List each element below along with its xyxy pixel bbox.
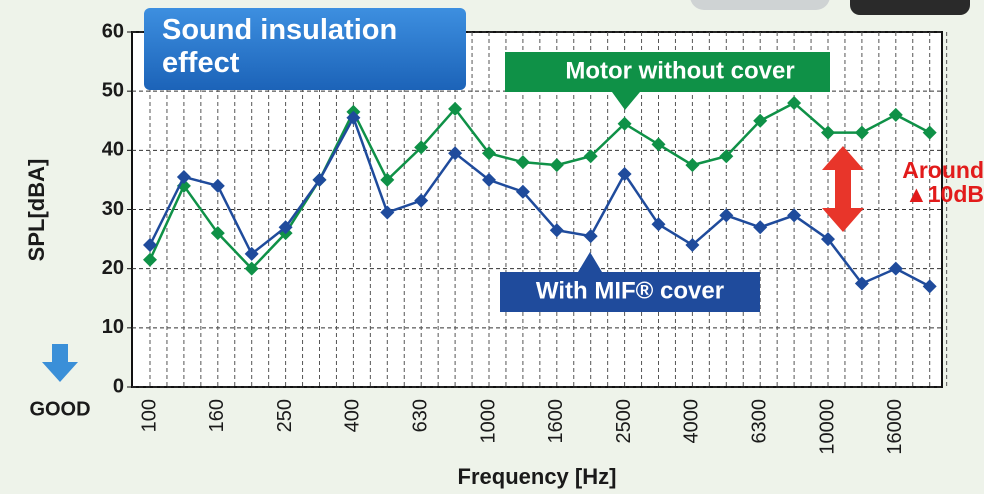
y-tick-label: 50 [102, 79, 124, 101]
data-point [515, 155, 530, 170]
data-point [414, 193, 429, 208]
y-tick-label: 10 [102, 316, 124, 338]
data-point [854, 276, 869, 291]
data-point [583, 149, 598, 164]
data-point [888, 261, 903, 276]
annotation: Around ▲10dB [902, 157, 984, 207]
legend-box-green [505, 52, 830, 110]
data-point [617, 167, 632, 181]
x-tick-label: 2500 [613, 399, 635, 444]
good-arrow [42, 344, 78, 382]
data-point [482, 172, 496, 187]
data-point [414, 140, 429, 155]
data-point [210, 226, 225, 241]
data-point [380, 205, 395, 220]
data-point [448, 101, 463, 116]
y-tick-label: 40 [102, 139, 124, 161]
y-tick-label: 20 [102, 257, 124, 279]
data-point [244, 261, 259, 276]
data-point [685, 238, 700, 252]
data-point [719, 208, 734, 223]
y-tick-label: 30 [102, 198, 124, 220]
data-point [448, 146, 463, 161]
x-tick-label: 400 [342, 399, 364, 432]
x-tick-label: 6300 [748, 399, 770, 444]
x-tick-label: 250 [274, 399, 296, 432]
data-point [922, 125, 937, 140]
data-point [278, 220, 293, 235]
data-point [922, 279, 937, 294]
data-point [346, 110, 361, 125]
x-tick-label: 4000 [681, 399, 703, 444]
legend-box-blue [500, 252, 760, 312]
data-point [380, 172, 395, 187]
data-point [210, 178, 225, 193]
y-axis-label: SPL[dBA] [24, 159, 49, 262]
difference-arrow [822, 146, 864, 232]
data-point [719, 149, 734, 164]
x-tick-label: 1000 [477, 399, 499, 444]
data-point [143, 252, 157, 267]
series-line [148, 114, 931, 288]
legend-label: With MIF® cover [536, 277, 724, 304]
chart-title: Sound insulation effect [144, 8, 466, 90]
x-axis-label: Frequency [Hz] [458, 464, 617, 489]
data-point [854, 125, 869, 140]
data-point [651, 137, 666, 152]
data-point [549, 158, 564, 173]
data-point [515, 184, 530, 199]
data-point [176, 169, 191, 184]
data-point [787, 208, 802, 223]
y-tick-label: 0 [113, 375, 124, 397]
data-point [753, 113, 768, 128]
data-point [143, 238, 157, 252]
x-tick-label: 100 [138, 399, 160, 432]
annotation: GOOD [29, 398, 90, 420]
data-point [482, 146, 496, 161]
x-tick-label: 160 [206, 399, 228, 432]
data-point [651, 217, 666, 232]
data-point [685, 158, 700, 173]
photo-cover [850, 0, 970, 15]
data-point [753, 220, 768, 235]
data-point [821, 125, 835, 140]
x-tick-label: 1600 [545, 399, 567, 444]
data-point [617, 116, 632, 131]
x-tick-label: 16000 [884, 399, 906, 455]
x-tick-label: 10000 [816, 399, 838, 455]
data-point [888, 107, 903, 122]
data-point [787, 96, 802, 110]
data-point [549, 223, 564, 238]
data-point [821, 232, 835, 247]
data-point [244, 246, 259, 261]
series-line [148, 101, 931, 271]
y-tick-label: 60 [102, 20, 124, 42]
data-point [312, 172, 327, 187]
x-tick-label: 630 [409, 399, 431, 432]
legend-label: Motor without cover [565, 57, 794, 84]
photo-motor [690, 0, 830, 10]
data-point [583, 229, 598, 244]
